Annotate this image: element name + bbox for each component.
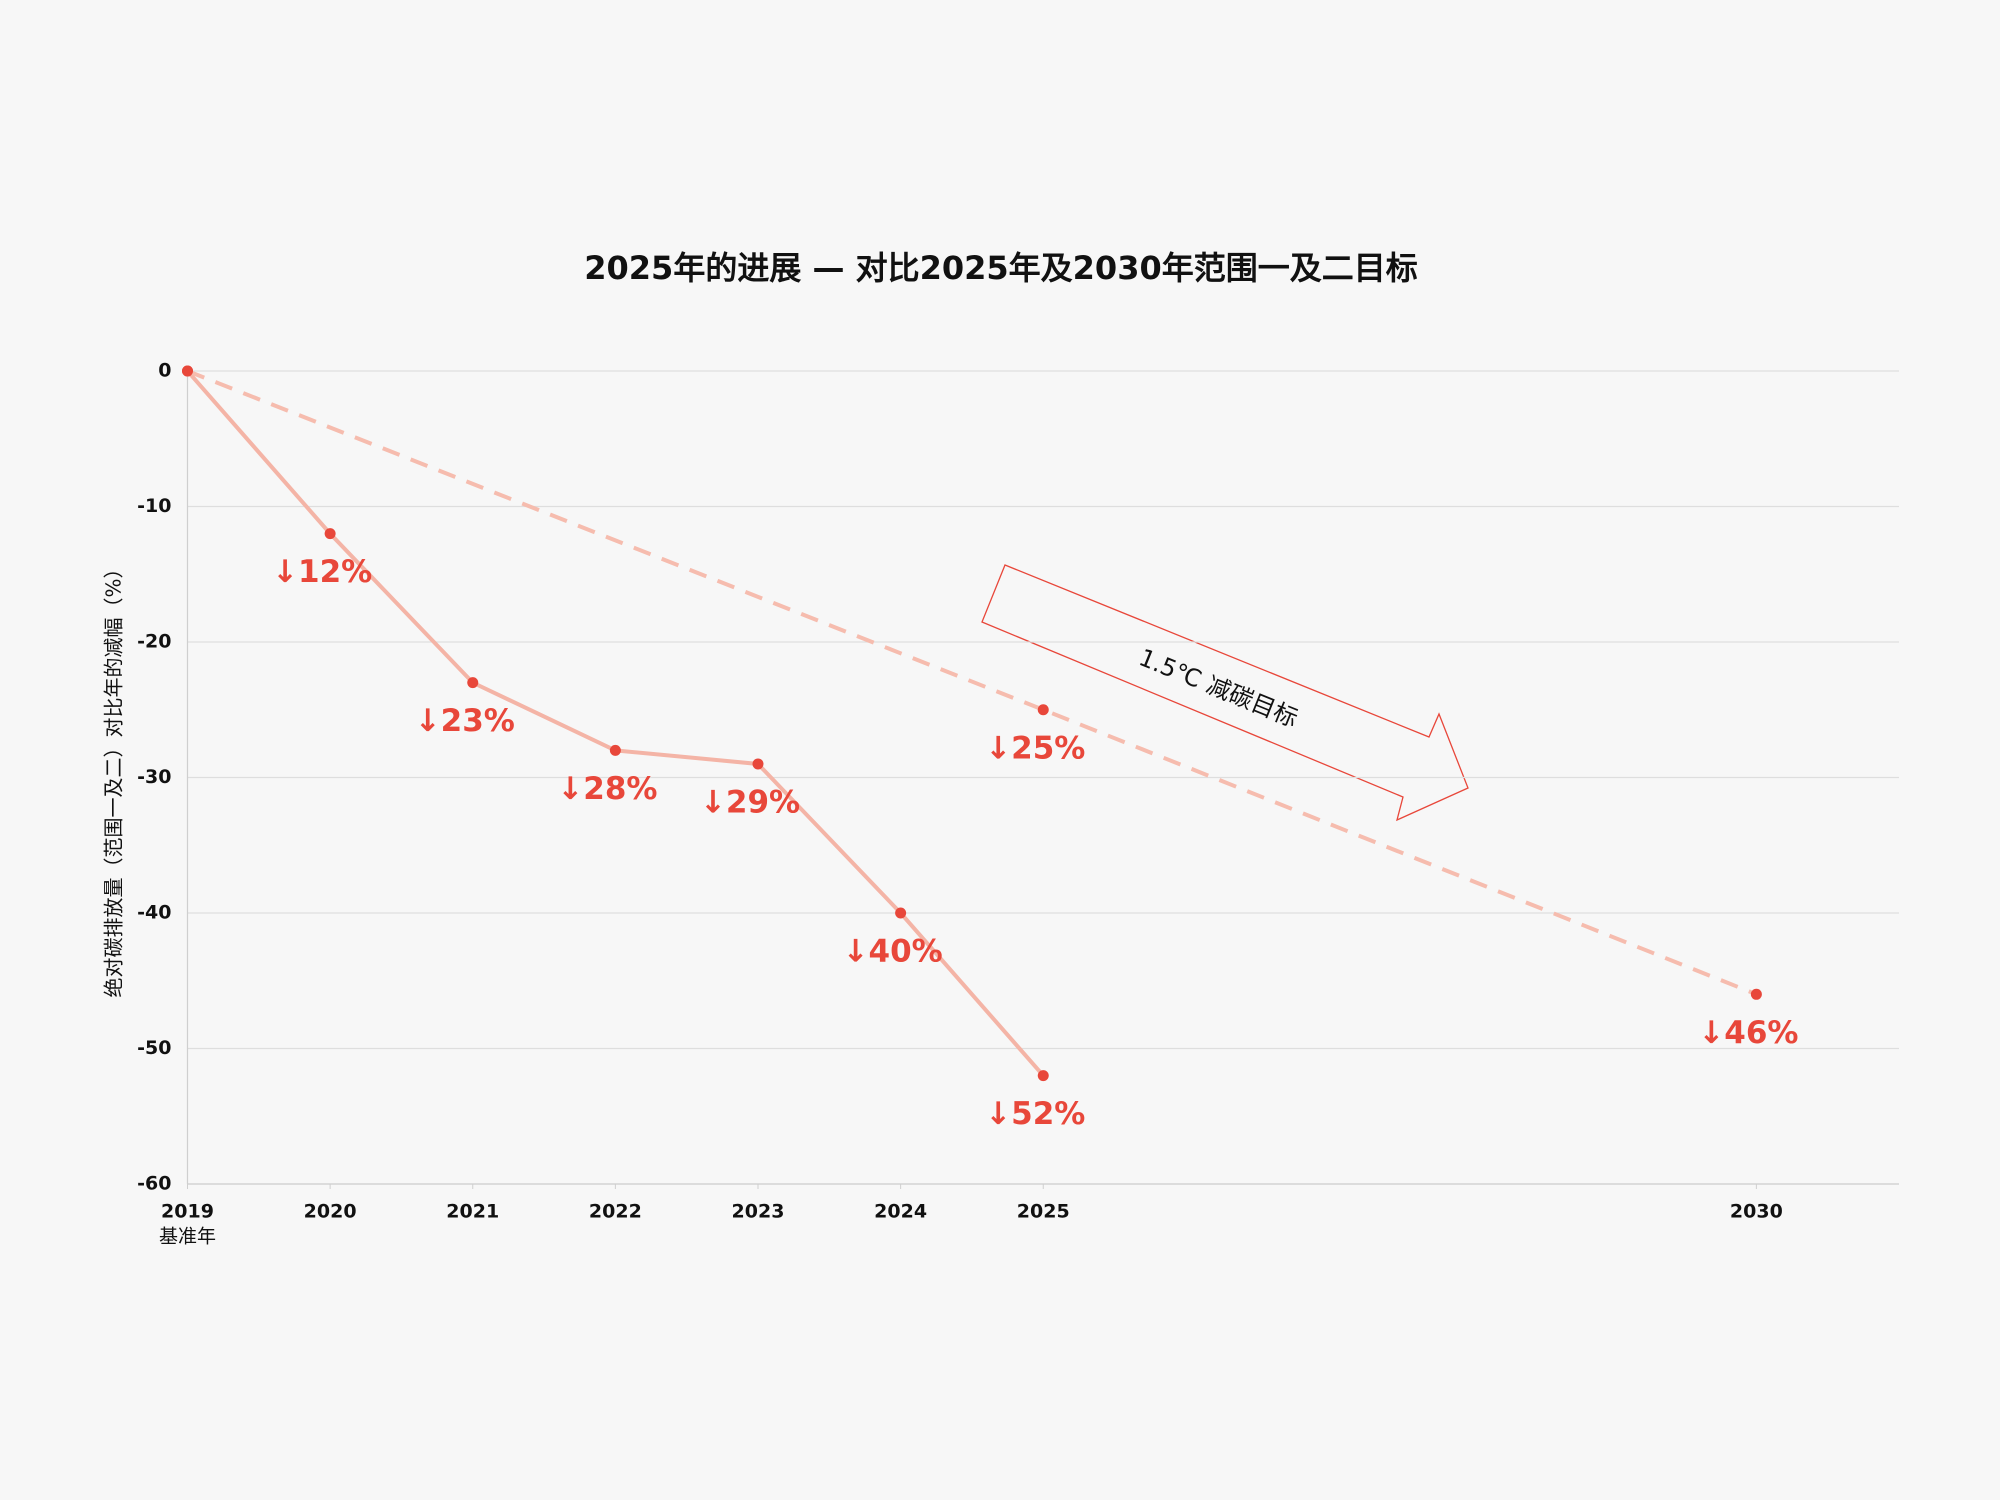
point xyxy=(1037,704,1049,716)
y-tick-label: -40 xyxy=(137,902,171,924)
point xyxy=(1750,988,1762,1000)
y-tick-label: 0 xyxy=(158,360,171,382)
y-tick-label: -50 xyxy=(137,1037,171,1059)
point xyxy=(895,907,907,919)
value-label: ↓23% xyxy=(415,703,515,739)
x-tick-label: 2025 xyxy=(1017,1201,1070,1223)
y-axis-label: 绝对碳排放量（范围一及二）对比年的减幅（%） xyxy=(102,558,126,997)
target-arrow xyxy=(981,564,1469,822)
x-tick-label: 2023 xyxy=(732,1201,785,1223)
point xyxy=(324,528,336,540)
value-label: ↓46% xyxy=(1698,1015,1798,1051)
chart-title: 2025年的进展 — 对比2025年及2030年范围一及二目标 xyxy=(584,249,1417,287)
point xyxy=(467,677,479,689)
x-tick-label: 2021 xyxy=(446,1201,499,1223)
x-tick-label: 2019 xyxy=(161,1201,214,1223)
value-label: ↓12% xyxy=(272,554,372,590)
point xyxy=(752,758,764,770)
x-tick-label: 2030 xyxy=(1730,1201,1783,1223)
point xyxy=(1037,1070,1049,1082)
y-tick-label: -10 xyxy=(137,495,171,517)
x-tick-label: 2022 xyxy=(589,1201,642,1223)
y-tick-label: -30 xyxy=(137,766,171,788)
value-label: ↓40% xyxy=(843,934,943,970)
value-label: ↓52% xyxy=(985,1096,1085,1132)
x-sublabel: 基准年 xyxy=(159,1226,216,1248)
y-tick-label: -60 xyxy=(137,1173,171,1195)
y-tick-label: -20 xyxy=(137,631,171,653)
value-label: ↓29% xyxy=(700,784,800,820)
x-tick-label: 2020 xyxy=(304,1201,357,1223)
value-label: ↓25% xyxy=(985,730,1085,766)
value-label: ↓28% xyxy=(557,771,657,807)
point xyxy=(182,365,193,377)
x-tick-label: 2024 xyxy=(874,1201,927,1223)
point xyxy=(609,744,621,756)
line xyxy=(186,369,1758,997)
